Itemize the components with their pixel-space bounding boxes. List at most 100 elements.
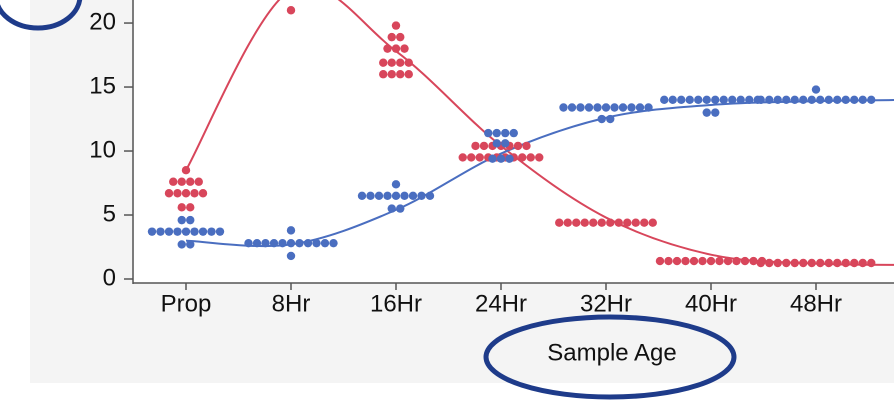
- dot: [164, 227, 174, 236]
- dot: [833, 258, 842, 268]
- dot: [194, 177, 203, 186]
- y-tick-label: 0: [103, 264, 116, 291]
- dot: [387, 58, 396, 67]
- dot: [811, 85, 821, 94]
- dot: [269, 238, 279, 248]
- dot: [244, 238, 253, 248]
- dot: [867, 95, 876, 105]
- dot: [668, 95, 677, 105]
- dot: [606, 114, 615, 124]
- dot: [215, 227, 225, 236]
- dot: [631, 218, 640, 227]
- x-tick-label: 24Hr: [475, 290, 527, 317]
- dot: [366, 191, 375, 201]
- dot: [496, 154, 506, 163]
- dot: [522, 141, 531, 151]
- y-tick-label: 15: [89, 72, 116, 99]
- dot: [173, 227, 182, 236]
- dot: [841, 258, 850, 268]
- dot: [501, 139, 510, 148]
- dot: [756, 95, 765, 105]
- dot: [745, 95, 754, 105]
- dot: [181, 166, 191, 175]
- dot: [572, 218, 581, 227]
- x-tick-label: Prop: [161, 290, 212, 317]
- dot: [850, 95, 859, 105]
- dot: [475, 153, 484, 162]
- dot: [850, 258, 859, 268]
- dot: [404, 58, 413, 67]
- dot: [286, 226, 296, 235]
- dot: [610, 103, 619, 112]
- dot: [320, 238, 330, 248]
- dot: [807, 258, 816, 268]
- dot: [518, 153, 527, 162]
- dot: [711, 108, 720, 117]
- dot: [396, 204, 405, 213]
- dot: [492, 139, 501, 148]
- dot: [597, 114, 606, 124]
- dot: [312, 238, 321, 248]
- dot: [387, 70, 396, 79]
- dot: [484, 128, 493, 138]
- dot: [597, 218, 606, 227]
- dot: [728, 95, 737, 105]
- dot: [383, 44, 392, 53]
- dot: [198, 189, 208, 198]
- dot: [660, 95, 669, 105]
- dot: [799, 95, 808, 105]
- dot: [391, 44, 401, 53]
- dot: [492, 128, 501, 138]
- dot: [383, 191, 392, 201]
- dot: [181, 189, 191, 198]
- dot: [278, 238, 287, 248]
- dot: [181, 227, 191, 236]
- dot: [858, 95, 867, 105]
- dot: [303, 238, 313, 248]
- dot: [782, 258, 791, 268]
- dot: [740, 256, 750, 266]
- dot: [589, 218, 598, 227]
- dot: [706, 256, 716, 266]
- dot: [681, 256, 690, 266]
- dot: [723, 256, 733, 266]
- dot: [782, 95, 791, 105]
- dot: [555, 218, 564, 227]
- dot: [685, 95, 694, 105]
- y-tick-label: 5: [103, 200, 116, 227]
- dot: [711, 95, 720, 105]
- dot: [580, 218, 589, 227]
- dot: [689, 256, 699, 266]
- dot: [173, 189, 182, 198]
- dot: [601, 103, 611, 112]
- dot: [408, 191, 418, 201]
- dot: [458, 153, 467, 162]
- dot: [501, 128, 510, 138]
- dot: [387, 32, 396, 42]
- dot: [488, 154, 497, 163]
- dot: [400, 44, 409, 53]
- dot: [505, 154, 514, 163]
- dot: [833, 95, 842, 105]
- dot: [749, 256, 758, 266]
- x-tick-label: 8Hr: [272, 290, 311, 317]
- dot: [207, 227, 216, 236]
- dot: [807, 95, 816, 105]
- dot: [198, 227, 208, 236]
- dot: [640, 218, 649, 227]
- dot: [396, 32, 405, 42]
- dot: [606, 218, 615, 227]
- dot: [186, 240, 195, 249]
- dot: [186, 215, 195, 225]
- x-tick-label: 32Hr: [580, 290, 632, 317]
- dot: [425, 191, 435, 201]
- dot: [563, 218, 572, 227]
- dot: [479, 141, 489, 151]
- dot: [698, 256, 707, 266]
- dot: [391, 180, 401, 189]
- dot: [526, 153, 535, 162]
- dot: [623, 218, 632, 227]
- dot: [824, 258, 833, 268]
- dot: [719, 95, 728, 105]
